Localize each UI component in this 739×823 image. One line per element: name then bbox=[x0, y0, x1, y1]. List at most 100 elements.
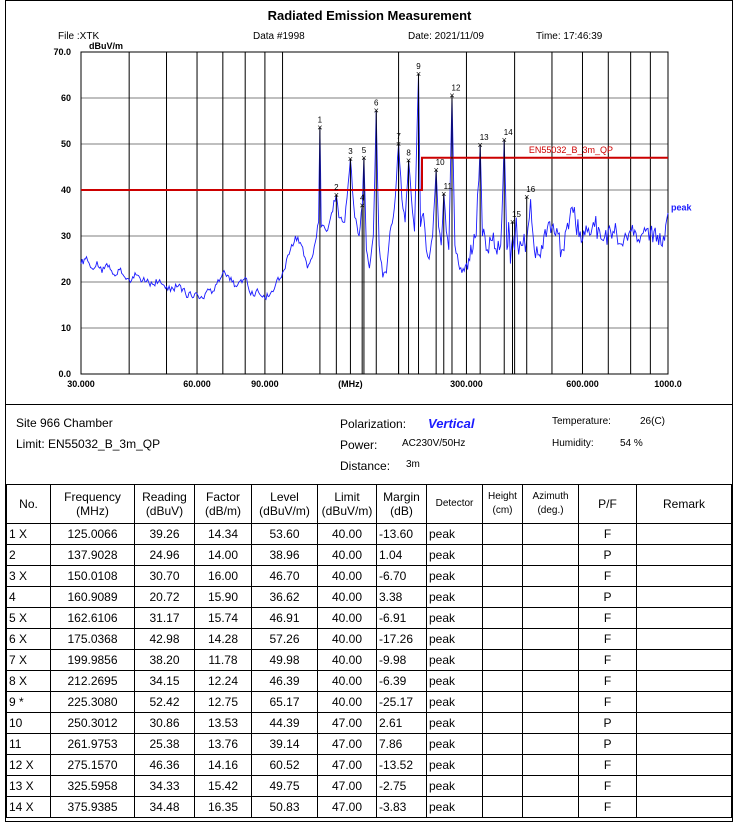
table-cell: 7 X bbox=[6, 649, 51, 671]
temperature-label: Temperature: bbox=[552, 416, 611, 427]
marker-number: 11 bbox=[444, 182, 453, 191]
x-tick-label: 90.000 bbox=[251, 379, 279, 389]
table-cell: peak bbox=[426, 754, 483, 776]
table-row: 13 X 325.5958 34.33 15.42 49.75 47.00 -2.75 pea… bbox=[6, 775, 732, 797]
report-frame bbox=[5, 0, 733, 822]
marker-number: 16 bbox=[526, 185, 535, 194]
table-cell: F bbox=[578, 775, 637, 797]
table-cell bbox=[636, 544, 732, 566]
power-value: AC230V/50Hz bbox=[402, 438, 466, 449]
humidity-value: 54 % bbox=[620, 438, 643, 449]
table-cell: 13 X bbox=[6, 775, 51, 797]
report-date: Date: 2021/11/09 bbox=[408, 31, 484, 42]
info-divider bbox=[6, 404, 732, 405]
table-cell: 11.78 bbox=[194, 649, 252, 671]
marker-cross: × bbox=[374, 106, 379, 116]
table-cell bbox=[482, 586, 523, 608]
report-title: Radiated Emission Measurement bbox=[267, 8, 472, 23]
x-tick-label: 60.000 bbox=[183, 379, 211, 389]
table-cell: 47.00 bbox=[317, 796, 377, 818]
report-time: Time: 17:46:39 bbox=[536, 31, 603, 42]
table-cell bbox=[636, 733, 732, 755]
table-cell bbox=[482, 796, 523, 818]
y-tick-label: 60 bbox=[61, 93, 71, 103]
table-cell: 11 bbox=[6, 733, 51, 755]
table-cell: -3.83 bbox=[376, 796, 427, 818]
table-cell: peak bbox=[426, 523, 483, 545]
y-tick-label: 10 bbox=[61, 323, 71, 333]
table-cell: F bbox=[578, 523, 637, 545]
table-cell: 53.60 bbox=[251, 523, 318, 545]
table-cell: 38.20 bbox=[134, 649, 195, 671]
table-cell: peak bbox=[426, 649, 483, 671]
table-cell: 40.00 bbox=[317, 670, 377, 692]
table-cell bbox=[522, 607, 579, 629]
table-cell: 4 bbox=[6, 586, 51, 608]
data-number: Data #1998 bbox=[253, 31, 305, 42]
table-cell: 40.00 bbox=[317, 649, 377, 671]
marker-cross: × bbox=[478, 140, 483, 150]
table-cell bbox=[636, 565, 732, 587]
table-cell: 42.98 bbox=[134, 628, 195, 650]
table-row: 14 X 375.9385 34.48 16.35 50.83 47.00 -3.83 pea… bbox=[6, 796, 732, 818]
table-cell bbox=[522, 544, 579, 566]
marker-cross: × bbox=[416, 69, 421, 79]
table-cell: 8 X bbox=[6, 670, 51, 692]
marker-cross: × bbox=[449, 91, 454, 101]
table-cell: 1 X bbox=[6, 523, 51, 545]
table-cell: F bbox=[578, 607, 637, 629]
table-cell: 46.70 bbox=[251, 565, 318, 587]
y-tick-label: 40 bbox=[61, 185, 71, 195]
marker-number: 5 bbox=[362, 146, 367, 155]
table-cell: 2 bbox=[6, 544, 51, 566]
table-cell: 40.00 bbox=[317, 691, 377, 713]
table-cell: 7.86 bbox=[376, 733, 427, 755]
column-header: Level (dBuV/m) bbox=[251, 484, 318, 524]
table-cell: F bbox=[578, 649, 637, 671]
distance-label: Distance: bbox=[340, 459, 391, 473]
table-cell bbox=[636, 628, 732, 650]
table-cell: 225.3080 bbox=[50, 691, 135, 713]
table-cell: 261.9753 bbox=[50, 733, 135, 755]
marker-number: 6 bbox=[374, 99, 379, 108]
table-cell bbox=[522, 565, 579, 587]
table-row: 12 X 275.1570 46.36 14.16 60.52 47.00 -13.52 pe… bbox=[6, 754, 732, 776]
table-cell: 5 X bbox=[6, 607, 51, 629]
table-row: 8 X 212.2695 34.15 12.24 46.39 40.00 -6.39 peak… bbox=[6, 670, 732, 692]
table-cell: 39.26 bbox=[134, 523, 195, 545]
table-cell bbox=[482, 670, 523, 692]
table-cell bbox=[636, 775, 732, 797]
table-cell: 47.00 bbox=[317, 712, 377, 734]
table-cell: 40.00 bbox=[317, 586, 377, 608]
marker-number: 9 bbox=[416, 62, 421, 71]
marker-number: 15 bbox=[512, 210, 521, 219]
table-cell: 12.24 bbox=[194, 670, 252, 692]
table-cell: 275.1570 bbox=[50, 754, 135, 776]
table-cell bbox=[522, 733, 579, 755]
table-cell bbox=[522, 670, 579, 692]
table-cell: 1.04 bbox=[376, 544, 427, 566]
table-cell: 212.2695 bbox=[50, 670, 135, 692]
table-cell: 14 X bbox=[6, 796, 51, 818]
column-header: Limit (dBuV/m) bbox=[317, 484, 377, 524]
table-cell bbox=[522, 628, 579, 650]
table-cell: 40.00 bbox=[317, 607, 377, 629]
marker-number: 1 bbox=[318, 115, 323, 124]
table-cell: 52.42 bbox=[134, 691, 195, 713]
table-cell: 125.0066 bbox=[50, 523, 135, 545]
table-cell bbox=[636, 607, 732, 629]
column-header: Detector bbox=[426, 484, 483, 524]
table-cell: 13.76 bbox=[194, 733, 252, 755]
table-cell bbox=[522, 649, 579, 671]
polarization-label: Polarization: bbox=[340, 417, 407, 431]
table-cell: 25.38 bbox=[134, 733, 195, 755]
column-header: Factor (dB/m) bbox=[194, 484, 252, 524]
table-cell bbox=[636, 754, 732, 776]
table-cell: F bbox=[578, 628, 637, 650]
table-cell bbox=[482, 775, 523, 797]
table-cell: 6 X bbox=[6, 628, 51, 650]
table-cell: P bbox=[578, 733, 637, 755]
table-cell: peak bbox=[426, 628, 483, 650]
table-cell bbox=[636, 649, 732, 671]
table-cell: 16.35 bbox=[194, 796, 252, 818]
